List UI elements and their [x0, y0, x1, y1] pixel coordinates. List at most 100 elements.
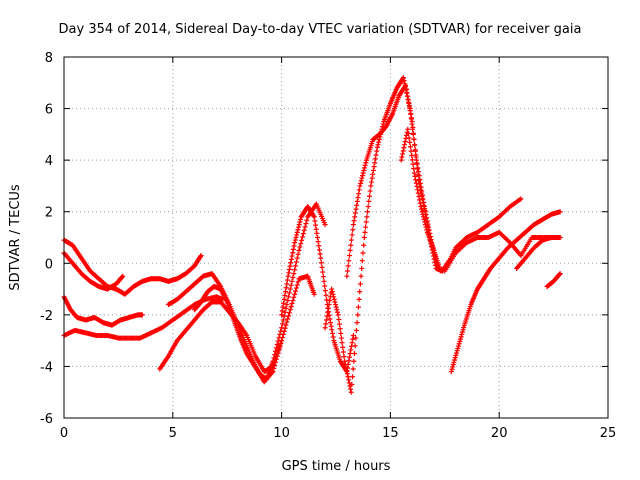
data-point-marker [402, 139, 408, 145]
data-point-marker [423, 224, 429, 230]
data-point-marker [367, 188, 373, 194]
data-point-marker [457, 336, 463, 342]
data-point-marker [276, 335, 282, 341]
data-point-marker [371, 164, 377, 170]
x-tick-label: 25 [600, 426, 617, 441]
data-point-marker [356, 191, 362, 197]
data-point-marker [403, 86, 409, 92]
data-point-marker [293, 288, 299, 294]
data-point-marker [406, 100, 412, 106]
data-point-marker [410, 130, 416, 136]
data-point-marker [322, 283, 328, 289]
data-point-marker [349, 232, 355, 238]
data-point-marker [416, 181, 422, 187]
data-point-marker [323, 317, 329, 323]
data-point-marker [372, 156, 378, 162]
data-point-marker [316, 243, 322, 249]
data-point-marker [412, 148, 418, 154]
data-point-marker [343, 364, 349, 370]
y-tick-label: -2 [40, 309, 53, 324]
data-point-marker [290, 246, 296, 252]
data-point-marker [409, 115, 415, 121]
data-point-marker [284, 302, 290, 308]
data-point-marker [287, 263, 293, 269]
data-point-marker [350, 366, 356, 372]
series-track-i [322, 75, 452, 395]
data-point-marker [458, 334, 464, 340]
data-point-marker [296, 222, 302, 228]
data-point-marker [405, 93, 411, 99]
data-point-marker [345, 263, 351, 269]
data-point-marker [410, 161, 416, 167]
data-point-marker [354, 320, 360, 326]
data-point-marker [293, 285, 299, 291]
data-point-marker [457, 338, 463, 344]
data-point-marker [415, 172, 421, 178]
data-point-marker [405, 97, 411, 103]
data-point-marker [403, 82, 409, 88]
data-point-marker [339, 340, 345, 346]
data-point-marker [318, 255, 324, 261]
data-point-marker [362, 165, 368, 171]
y-tick-label: 4 [45, 154, 53, 169]
data-point-marker [351, 358, 357, 364]
data-point-marker [313, 226, 319, 232]
data-point-marker [348, 347, 354, 353]
y-tick-label: 6 [45, 103, 53, 118]
data-point-marker [291, 243, 297, 249]
data-point-marker [285, 298, 291, 304]
data-point-marker [317, 251, 323, 257]
data-point-marker [346, 253, 352, 259]
data-point-marker [276, 347, 282, 353]
data-point-marker [352, 343, 358, 349]
data-point-marker [292, 291, 298, 297]
data-point-marker [421, 203, 427, 209]
data-point-marker [368, 179, 374, 185]
data-point-marker [291, 294, 297, 300]
data-point-marker [338, 330, 344, 336]
data-point-marker [518, 196, 524, 202]
data-point-marker [301, 227, 307, 233]
data-point-marker [398, 157, 404, 163]
data-point-marker [279, 308, 285, 314]
data-point-marker [359, 265, 365, 271]
data-point-marker [321, 278, 327, 284]
data-point-marker [375, 142, 381, 148]
data-point-marker [346, 258, 352, 264]
data-point-marker [292, 237, 298, 243]
data-point-marker [285, 273, 291, 279]
data-point-marker [418, 204, 424, 210]
data-point-marker [288, 260, 294, 266]
data-point-marker [404, 90, 410, 96]
data-point-marker [330, 291, 336, 297]
data-point-marker [298, 241, 304, 247]
data-point-marker [289, 278, 295, 284]
data-point-marker [286, 310, 292, 316]
data-point-marker [367, 193, 373, 199]
data-point-marker [298, 216, 304, 222]
data-point-marker [277, 344, 283, 350]
data-point-marker [313, 222, 319, 228]
data-point-marker [405, 126, 411, 132]
data-point-marker [342, 361, 348, 367]
data-point-marker [331, 294, 337, 300]
data-point-marker [454, 348, 460, 354]
data-point-marker [374, 148, 380, 154]
data-point-marker [347, 247, 353, 253]
data-point-marker [333, 302, 339, 308]
data-point-marker [355, 312, 361, 318]
data-point-marker [369, 175, 375, 181]
data-point-marker [409, 118, 415, 124]
data-point-marker [336, 316, 342, 322]
data-point-marker [318, 260, 324, 266]
grid-layer [64, 57, 608, 418]
data-point-marker [355, 195, 361, 201]
data-point-marker [311, 214, 317, 220]
data-point-marker [421, 216, 427, 222]
data-point-marker [325, 309, 331, 315]
data-point-marker [363, 219, 369, 225]
data-point-marker [452, 357, 458, 363]
data-point-marker [274, 342, 280, 348]
data-point-marker [273, 348, 279, 354]
data-point-marker [289, 301, 295, 307]
